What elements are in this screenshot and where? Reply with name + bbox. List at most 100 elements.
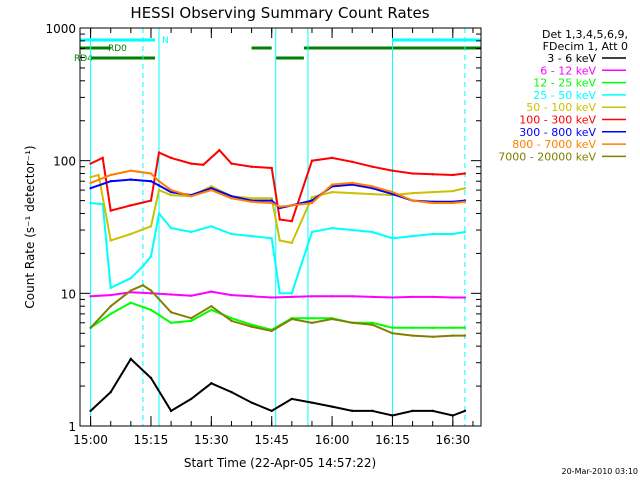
series-point xyxy=(89,295,92,298)
series-point xyxy=(310,159,314,162)
legend-entry-label: 12 - 25 keV xyxy=(533,77,596,90)
series-point xyxy=(250,295,253,298)
series-point xyxy=(351,321,354,324)
series-point xyxy=(218,148,221,152)
series-point xyxy=(330,183,334,186)
series-point xyxy=(351,191,354,195)
series-point xyxy=(371,323,374,326)
series-point xyxy=(149,292,153,295)
series-point xyxy=(149,225,153,228)
series-point xyxy=(169,226,173,230)
series-point xyxy=(230,293,233,297)
series-point xyxy=(411,326,414,329)
series-point xyxy=(109,304,112,308)
series-point xyxy=(157,151,161,154)
legend-entry-label: 800 - 7000 keV xyxy=(512,138,596,151)
series-point xyxy=(149,199,153,202)
series-point xyxy=(278,292,281,295)
series-point xyxy=(230,194,233,198)
series-point xyxy=(190,294,193,297)
series-point xyxy=(330,405,334,408)
series-point xyxy=(391,169,394,172)
series-point xyxy=(451,232,455,236)
series-point xyxy=(157,184,161,187)
series-point xyxy=(371,230,374,234)
legend-entry-label: 6 - 12 keV xyxy=(540,64,596,77)
series-point xyxy=(169,193,173,197)
series-point xyxy=(463,187,467,190)
series-point xyxy=(371,295,374,299)
series-point xyxy=(330,226,334,230)
series-point xyxy=(270,166,273,170)
series-line-1 xyxy=(90,290,465,299)
series-point xyxy=(451,334,455,337)
series-point xyxy=(109,312,112,316)
y-axis-ticks: 1 10 100 1000 xyxy=(45,22,481,434)
series-point xyxy=(129,204,133,207)
series-point xyxy=(129,232,133,236)
series-point xyxy=(149,308,153,312)
series-point xyxy=(278,218,281,221)
series-point xyxy=(129,289,133,292)
series-point xyxy=(310,230,314,234)
series-point xyxy=(391,190,394,194)
series-point xyxy=(230,197,233,200)
series-point xyxy=(351,295,354,298)
series-line-0 xyxy=(89,357,466,417)
x-tick-label: 15:30 xyxy=(194,433,229,447)
series-point xyxy=(371,321,374,324)
series-point xyxy=(391,192,394,196)
series-point xyxy=(431,173,434,176)
series-point xyxy=(451,189,455,193)
legend-header-line-2: FDecim 1, Att 0 xyxy=(543,40,628,53)
series-point xyxy=(89,181,92,185)
series-point xyxy=(310,295,314,298)
series-point xyxy=(149,255,153,258)
series-point xyxy=(330,317,334,321)
series-point xyxy=(411,191,414,195)
series-line-7 xyxy=(90,169,465,208)
series-point xyxy=(371,409,374,413)
series-point xyxy=(351,409,354,413)
series-point xyxy=(270,329,273,333)
series-point xyxy=(411,295,414,299)
series-point xyxy=(149,376,153,380)
legend-entry-label: 25 - 50 keV xyxy=(533,89,596,102)
series-point xyxy=(391,414,394,417)
series-point xyxy=(270,197,273,200)
series-point xyxy=(129,357,133,361)
series-point xyxy=(190,397,193,401)
series-point xyxy=(190,319,193,323)
x-tick-label: 15:45 xyxy=(254,433,289,447)
series-point xyxy=(89,176,92,179)
series-point xyxy=(270,237,273,240)
series-point xyxy=(157,180,161,183)
series-point xyxy=(411,334,414,337)
series-point xyxy=(210,308,213,312)
x-tick-label: 15:00 xyxy=(73,433,108,447)
series-point xyxy=(250,401,253,404)
series-point xyxy=(109,173,112,177)
series-point xyxy=(310,401,314,404)
legend-entry-label: 7000 - 20000 keV xyxy=(498,150,596,163)
series-point xyxy=(391,296,394,299)
flag-bar-label: N xyxy=(162,36,169,46)
series-point xyxy=(169,190,173,194)
series-point xyxy=(89,187,92,190)
series-point xyxy=(463,296,467,299)
y-tick-label: 1 xyxy=(68,420,76,434)
series-point xyxy=(190,162,193,165)
series-point xyxy=(109,286,112,290)
series-point xyxy=(451,414,455,417)
y-tick-label: 10 xyxy=(61,287,76,301)
series-lines xyxy=(89,148,467,417)
series-point xyxy=(270,199,273,202)
series-point xyxy=(391,237,394,240)
x-tick-label: 16:30 xyxy=(436,433,471,447)
series-point xyxy=(157,188,161,192)
legend-entry-label: 3 - 6 keV xyxy=(547,52,596,65)
series-point xyxy=(411,409,414,413)
series-point xyxy=(230,390,233,394)
series-point xyxy=(141,284,145,287)
